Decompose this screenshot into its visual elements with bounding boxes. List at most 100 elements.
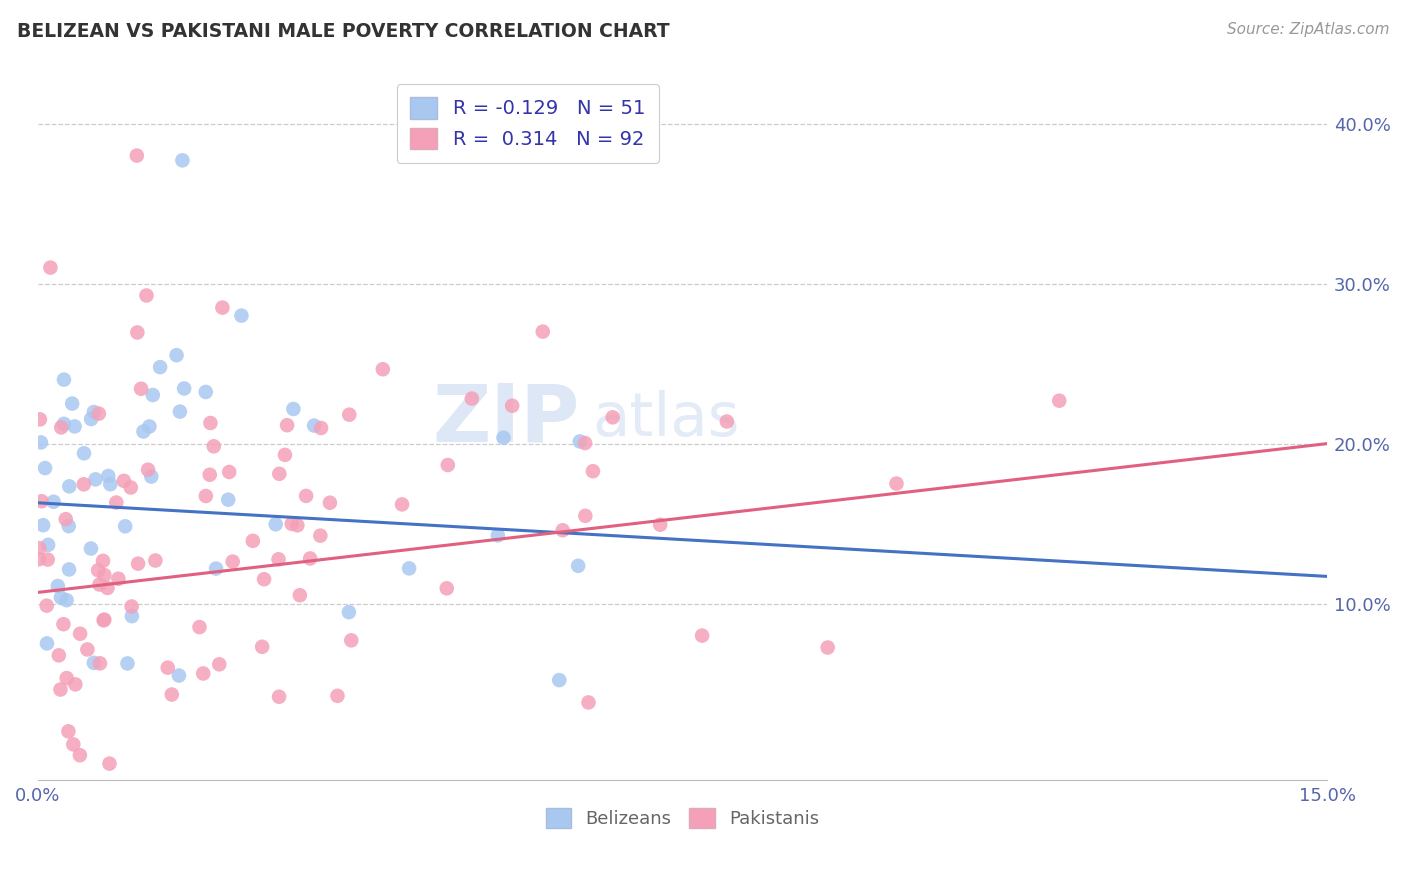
Point bbox=[127, 326, 149, 340]
Point bbox=[221, 555, 243, 569]
Point bbox=[302, 418, 325, 433]
Point bbox=[160, 688, 183, 702]
Point bbox=[194, 384, 217, 399]
Point bbox=[42, 494, 65, 508]
Point bbox=[269, 467, 291, 481]
Point bbox=[486, 528, 509, 542]
Point bbox=[568, 434, 591, 449]
Point bbox=[52, 617, 75, 632]
Point bbox=[46, 579, 69, 593]
Point bbox=[55, 512, 77, 526]
Point bbox=[98, 756, 121, 771]
Point bbox=[567, 558, 589, 573]
Point bbox=[55, 671, 77, 685]
Point bbox=[51, 420, 73, 434]
Point bbox=[30, 435, 52, 450]
Point bbox=[574, 508, 596, 523]
Point bbox=[58, 562, 80, 576]
Point bbox=[492, 431, 515, 445]
Point bbox=[58, 479, 80, 493]
Point bbox=[96, 581, 118, 595]
Point bbox=[125, 148, 148, 162]
Point bbox=[193, 666, 215, 681]
Point bbox=[89, 657, 111, 671]
Point bbox=[436, 458, 458, 472]
Point bbox=[105, 495, 128, 509]
Text: atlas: atlas bbox=[592, 390, 740, 449]
Point bbox=[398, 561, 420, 575]
Point bbox=[76, 642, 98, 657]
Point bbox=[58, 724, 80, 739]
Point bbox=[276, 418, 298, 433]
Point bbox=[205, 561, 228, 575]
Point bbox=[391, 497, 413, 511]
Point bbox=[309, 421, 332, 435]
Point bbox=[231, 309, 253, 323]
Point bbox=[690, 629, 713, 643]
Point bbox=[89, 577, 111, 591]
Point bbox=[274, 448, 297, 462]
Point bbox=[149, 360, 172, 375]
Point bbox=[142, 388, 165, 402]
Point bbox=[886, 476, 908, 491]
Point bbox=[198, 467, 221, 482]
Point bbox=[548, 673, 571, 687]
Point bbox=[28, 541, 51, 555]
Point bbox=[264, 517, 287, 532]
Point bbox=[48, 648, 70, 663]
Point bbox=[80, 412, 103, 426]
Point bbox=[202, 439, 225, 453]
Point bbox=[253, 572, 276, 586]
Point bbox=[136, 463, 159, 477]
Point bbox=[337, 605, 360, 619]
Point bbox=[32, 518, 55, 533]
Point bbox=[578, 695, 600, 709]
Point bbox=[188, 620, 211, 634]
Point bbox=[141, 469, 163, 483]
Point bbox=[371, 362, 394, 376]
Point bbox=[80, 541, 103, 556]
Point bbox=[650, 517, 672, 532]
Point bbox=[52, 373, 75, 387]
Point bbox=[69, 626, 91, 640]
Point bbox=[87, 563, 110, 577]
Point bbox=[132, 425, 155, 439]
Point bbox=[288, 588, 311, 602]
Point bbox=[1047, 393, 1070, 408]
Point bbox=[319, 496, 342, 510]
Point bbox=[83, 405, 105, 419]
Point bbox=[28, 552, 51, 566]
Point bbox=[267, 690, 290, 704]
Point bbox=[35, 599, 58, 613]
Point bbox=[73, 446, 96, 460]
Point bbox=[218, 465, 240, 479]
Point bbox=[49, 682, 72, 697]
Point bbox=[120, 481, 142, 495]
Point bbox=[121, 599, 143, 614]
Point bbox=[217, 492, 239, 507]
Point bbox=[98, 477, 121, 491]
Point bbox=[91, 554, 114, 568]
Point bbox=[87, 407, 110, 421]
Point bbox=[127, 557, 149, 571]
Text: Source: ZipAtlas.com: Source: ZipAtlas.com bbox=[1226, 22, 1389, 37]
Point bbox=[37, 552, 59, 566]
Point bbox=[49, 591, 72, 605]
Text: BELIZEAN VS PAKISTANI MALE POVERTY CORRELATION CHART: BELIZEAN VS PAKISTANI MALE POVERTY CORRE… bbox=[17, 22, 669, 41]
Point bbox=[69, 748, 91, 763]
Point bbox=[28, 412, 51, 426]
Point bbox=[58, 519, 80, 533]
Point bbox=[156, 660, 179, 674]
Point bbox=[35, 636, 58, 650]
Point bbox=[166, 348, 188, 362]
Point bbox=[817, 640, 839, 655]
Point bbox=[551, 523, 574, 537]
Point bbox=[39, 260, 62, 275]
Point bbox=[295, 489, 318, 503]
Point bbox=[62, 738, 84, 752]
Point bbox=[250, 640, 273, 654]
Point bbox=[107, 572, 129, 586]
Point bbox=[173, 382, 195, 396]
Point bbox=[129, 382, 152, 396]
Point bbox=[242, 533, 264, 548]
